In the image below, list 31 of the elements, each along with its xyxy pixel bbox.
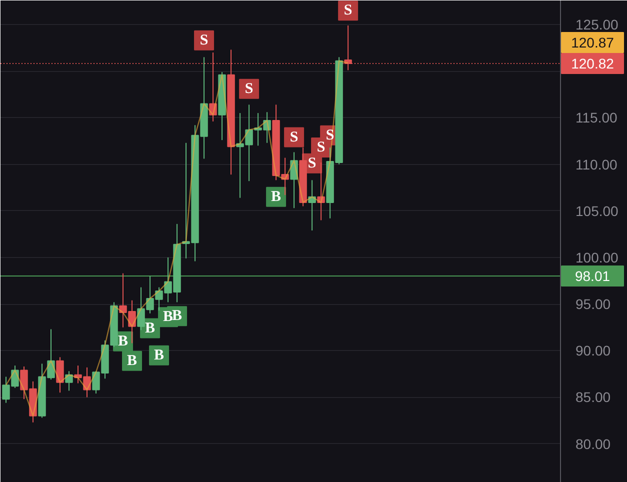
y-tick-label: 105.00 [576, 202, 619, 219]
data-label: B [118, 333, 128, 350]
y-tick-label: 125.00 [576, 16, 619, 33]
data-label: B [271, 188, 282, 205]
data-label: S [290, 129, 298, 146]
candlestick [65, 370, 73, 392]
y-tick-label: 100.00 [576, 249, 619, 266]
candlestick [290, 152, 298, 209]
candlestick [308, 180, 316, 231]
data-label: S [316, 140, 326, 156]
data-label: B [172, 308, 182, 324]
y-tick-label: 85.00 [576, 389, 611, 406]
data-label: S [244, 80, 254, 97]
y-tick-label: 90.00 [576, 342, 611, 359]
ref-line-label: 98.01 [574, 268, 610, 284]
data-label: S [200, 32, 208, 48]
y-tick-label: 115.00 [576, 110, 618, 126]
data-label: B [127, 352, 138, 369]
candlestick [56, 356, 64, 394]
y-tick-label: 95.00 [576, 296, 611, 312]
y-tick-label: 80.00 [576, 436, 611, 452]
y-tick-label: 110.00 [576, 156, 618, 172]
data-label: B [154, 347, 164, 364]
data-label: S [344, 2, 352, 19]
data-label: B [163, 309, 174, 326]
data-label: S [326, 127, 334, 144]
candlestick [317, 162, 325, 221]
text: 120.87 [571, 34, 614, 50]
ref-line-label: 120.82 [571, 55, 614, 72]
data-label: B [145, 320, 156, 336]
data-label: S [308, 155, 316, 172]
